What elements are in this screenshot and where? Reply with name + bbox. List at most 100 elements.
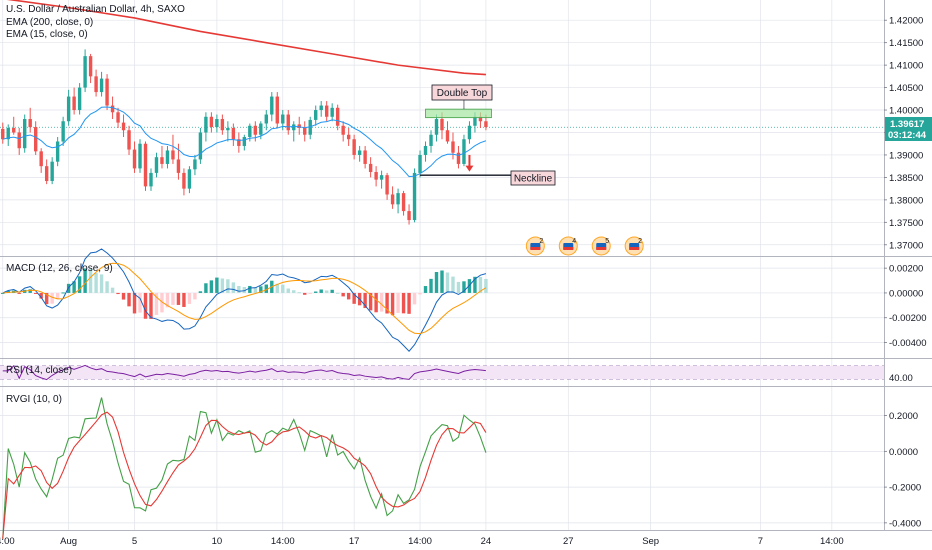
macd-histogram-bar [473, 276, 477, 293]
candle-body [242, 136, 247, 146]
macd-histogram-bar [83, 268, 87, 293]
macd-histogram-bar [33, 292, 38, 294]
down-arrow-head [465, 165, 474, 172]
macd-histogram-bar [275, 283, 279, 293]
candle-body [226, 128, 230, 131]
macd-histogram-bar [165, 292, 170, 308]
candle-body [286, 114, 290, 131]
macd-histogram-bar [335, 292, 340, 294]
y-tick-label: 0.00000 [889, 288, 923, 299]
rsi-line [2, 364, 486, 381]
series-layer [0, 0, 884, 539]
candle-body [385, 175, 389, 195]
event-count-badge: 2 [638, 238, 642, 245]
macd-histogram-bar [187, 292, 192, 304]
macd-signal-line [2, 262, 487, 335]
candle-body [220, 119, 225, 131]
macd-histogram-bar [149, 292, 153, 319]
symbol-title: U.S. Dollar / Australian Dollar, 4h, SAX… [6, 4, 185, 15]
candle-body [467, 125, 472, 140]
y-tick-label: 40.00 [889, 373, 913, 384]
macd-histogram-bar [379, 292, 384, 312]
macd-histogram-bar [198, 291, 203, 293]
macd-histogram-bar [434, 272, 439, 293]
candle-body [440, 119, 444, 131]
macd-histogram-bar [451, 276, 455, 293]
candle-body [407, 211, 411, 221]
macd-histogram-bar [423, 286, 428, 293]
ema15-legend: EMA (15, close, 0) [6, 29, 88, 40]
candle-body [204, 116, 208, 133]
candle-body [66, 96, 71, 122]
candle-body [171, 150, 175, 160]
candle-body [478, 116, 483, 122]
y-tick-label: 1.37500 [889, 218, 923, 229]
macd-histogram-bar [77, 276, 82, 293]
macd-histogram-bar [346, 292, 351, 300]
y-tick-label: 0.2000 [889, 411, 918, 422]
candle-body [390, 194, 395, 205]
candle-body [12, 128, 16, 133]
rsi-legend: RSI (14, close) [6, 365, 72, 376]
candle-body [429, 134, 433, 146]
candle-body [88, 56, 93, 77]
candle-body [83, 56, 87, 88]
candle-body [319, 105, 323, 111]
macd-histogram-bar [154, 292, 159, 315]
candle-body [401, 193, 406, 212]
macd-histogram-bar [292, 290, 296, 293]
macd-histogram-bar [138, 292, 142, 313]
macd-histogram-bar [429, 278, 433, 293]
candle-body [23, 119, 27, 149]
candle-body [187, 169, 192, 189]
candle-body [412, 172, 417, 221]
x-tick-label: 14:00 [0, 536, 15, 547]
candle-body [396, 193, 400, 205]
neckline-label: Neckline [514, 174, 553, 185]
candle-body [33, 127, 38, 152]
macd-histogram-bar [462, 281, 466, 293]
candle-body [473, 116, 477, 126]
candle-body [324, 105, 329, 117]
y-tick-label: 1.42000 [889, 16, 923, 27]
macd-histogram-bar [215, 277, 219, 293]
candle-body [292, 124, 296, 131]
event-flag-icon [629, 247, 640, 250]
macd-histogram-bar [330, 289, 334, 293]
macd-histogram-bar [440, 270, 444, 293]
candle-body [154, 157, 159, 173]
macd-histogram-bar [314, 291, 318, 293]
macd-histogram-bar [1, 292, 5, 294]
y-tick-label: 1.41500 [889, 38, 923, 49]
axes-layer: 1.370001.375001.380001.385001.390001.395… [0, 16, 927, 547]
double-top-label-box[interactable]: Double Top [431, 84, 493, 101]
y-tick-label: -0.2000 [889, 483, 921, 494]
candle-body [368, 163, 373, 173]
candle-body [28, 119, 32, 128]
candle-body [182, 172, 186, 189]
x-tick-label: 14:00 [408, 536, 432, 547]
y-tick-label: 0.00200 [889, 264, 923, 275]
candle-body [121, 122, 126, 131]
candle-body [132, 149, 137, 169]
candle-body [149, 172, 153, 187]
neckline-label-box[interactable]: Neckline [510, 170, 556, 186]
candle-body [209, 116, 214, 128]
event-flag-icon [563, 247, 574, 250]
macd-histogram-bar [160, 292, 164, 313]
x-tick-label: Aug [60, 536, 77, 547]
neckline-label-bg [510, 170, 556, 186]
candle-body [105, 78, 109, 106]
ema200-legend: EMA (200, close, 0) [6, 17, 93, 28]
macd-histogram-bar [303, 292, 307, 295]
candle-body [61, 121, 65, 142]
candle-body [110, 105, 115, 113]
candle-body [160, 157, 164, 164]
macd-histogram-bar [319, 289, 323, 293]
macd-histogram-bar [143, 292, 148, 319]
macd-histogram-bar [286, 288, 290, 293]
macd-histogram-bar [368, 292, 373, 311]
candle-body [39, 151, 43, 167]
last-price-tag-bg [885, 117, 932, 141]
